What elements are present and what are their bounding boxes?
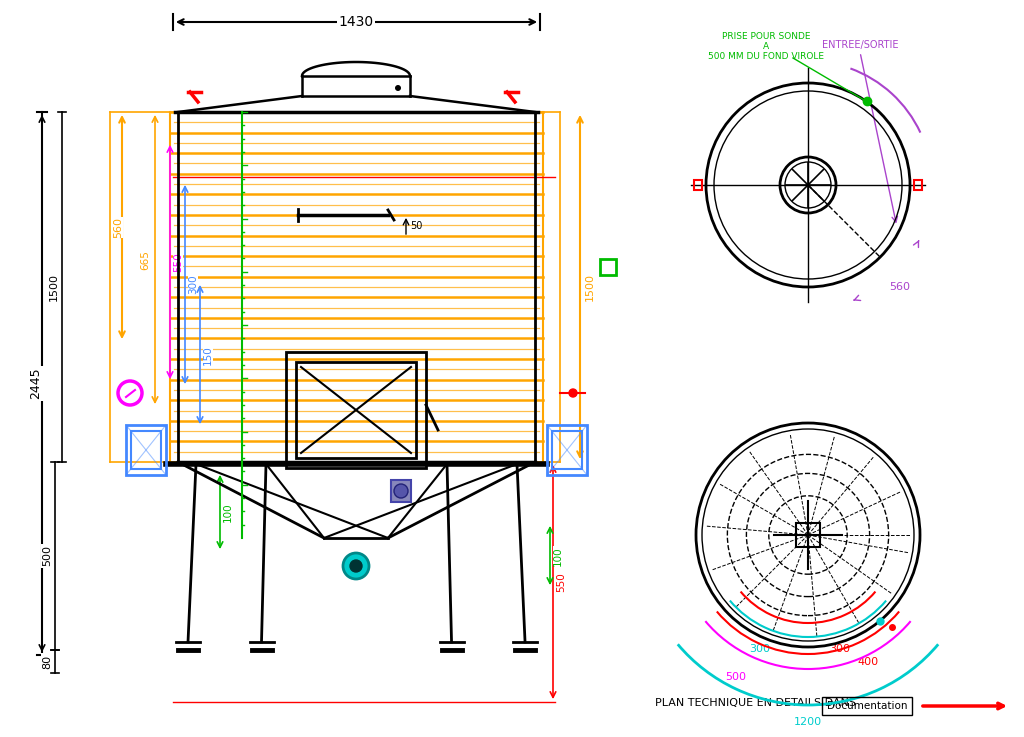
Text: 1200: 1200 [794, 717, 822, 727]
Text: 550: 550 [556, 572, 566, 592]
Text: 665: 665 [140, 250, 150, 270]
Bar [552, 431, 582, 469]
Circle shape [343, 553, 369, 579]
Text: 500: 500 [725, 672, 746, 682]
Text: PLAN TECHNIQUE EN DETAILS DANS: PLAN TECHNIQUE EN DETAILS DANS [655, 698, 856, 708]
Text: 560: 560 [889, 282, 910, 292]
Bar [600, 259, 616, 275]
Text: Documentation: Documentation [826, 701, 907, 711]
Text: 50: 50 [410, 221, 422, 231]
Text: ENTREE/SORTIE: ENTREE/SORTIE [821, 40, 898, 50]
Text: 560: 560 [113, 217, 123, 237]
Text: 100: 100 [553, 546, 563, 566]
Circle shape [569, 389, 577, 397]
Text: 500 MM DU FOND VIROLE: 500 MM DU FOND VIROLE [708, 52, 824, 61]
Text: PRISE POUR SONDE: PRISE POUR SONDE [722, 32, 810, 41]
Text: 400: 400 [857, 657, 879, 667]
Bar [547, 425, 587, 475]
Text: 100: 100 [223, 502, 233, 522]
Text: 300: 300 [750, 644, 770, 654]
Text: 1500: 1500 [585, 273, 595, 301]
Bar [914, 180, 922, 190]
Text: 500: 500 [42, 545, 52, 567]
Bar [131, 431, 161, 469]
Circle shape [394, 484, 408, 498]
Bar [126, 425, 166, 475]
Text: 80: 80 [42, 654, 52, 668]
Text: 300: 300 [829, 644, 851, 654]
Text: 2445: 2445 [30, 368, 43, 399]
Bar [694, 180, 702, 190]
Circle shape [350, 560, 362, 572]
Bar [822, 697, 912, 715]
Circle shape [395, 85, 401, 91]
Text: 550: 550 [173, 252, 183, 272]
Text: 1500: 1500 [49, 273, 59, 301]
Bar [391, 480, 411, 502]
Bar [796, 523, 820, 547]
Bar [296, 362, 416, 458]
Text: 150: 150 [203, 345, 213, 365]
Text: A: A [763, 42, 769, 51]
Text: 1430: 1430 [339, 15, 374, 29]
Text: 300: 300 [188, 274, 198, 294]
Bar [286, 352, 426, 468]
